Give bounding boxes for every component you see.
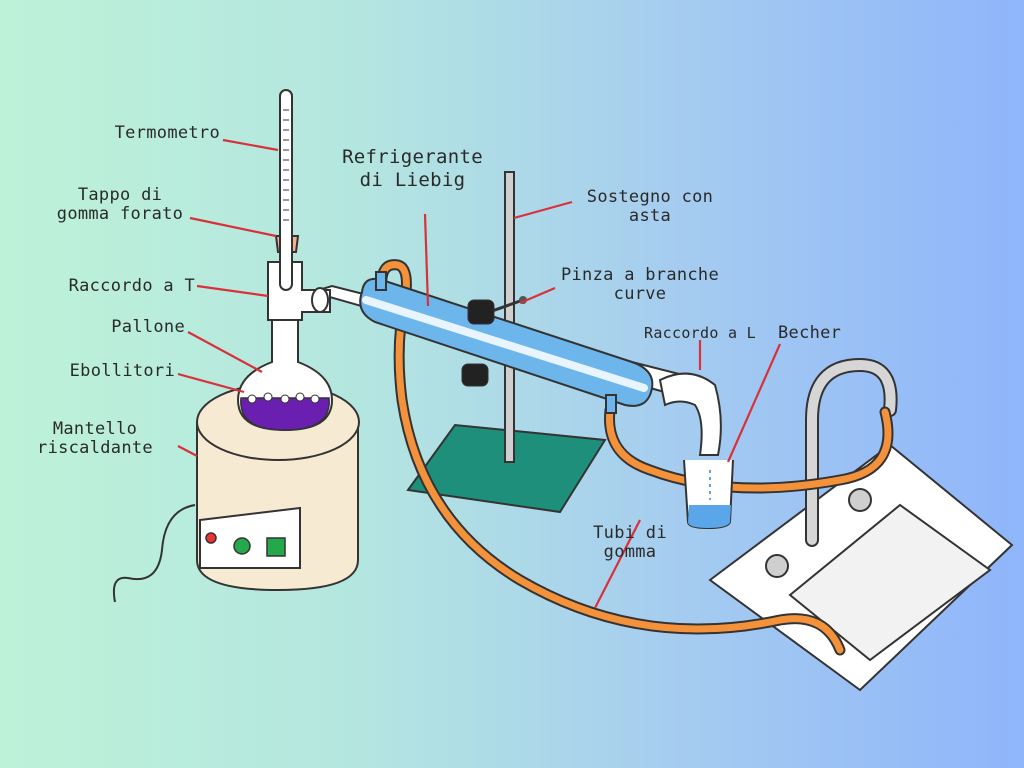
switch: [266, 537, 286, 557]
label-ebollitori: Ebollitori: [69, 361, 175, 381]
label-pallone: Pallone: [111, 317, 185, 337]
label-tappo: Tappo di gomma forato: [56, 185, 184, 224]
thermometer: [279, 89, 293, 291]
label-pinza: Pinza a branche curve: [560, 265, 720, 304]
green-knob: [233, 537, 251, 555]
liquid: [240, 397, 330, 431]
beaker: [683, 459, 734, 530]
stand-rod: [504, 171, 515, 463]
clamp: [461, 296, 527, 387]
label-raccordo-l: Raccordo a L: [644, 324, 756, 342]
boiling-chips: [247, 392, 320, 404]
flask: [236, 235, 334, 432]
label-tubi: Tubi di gomma: [593, 523, 667, 562]
l-joint: [658, 372, 722, 456]
label-refrigerante: Refrigerante di Liebig: [342, 146, 483, 191]
sink-knob-right: [848, 488, 872, 512]
sink: [708, 443, 1014, 692]
label-mantello: Mantello riscaldante: [37, 419, 153, 458]
power-cord: [112, 504, 196, 603]
liebig-condenser: [308, 271, 698, 414]
sink-knob-left: [765, 554, 789, 578]
label-becher: Becher: [778, 323, 842, 343]
leader-lines: [177, 138, 782, 609]
label-sostegno: Sostegno con asta: [586, 187, 714, 226]
label-raccordo-t: Raccordo a T: [68, 276, 195, 296]
stand-base: [406, 423, 607, 514]
label-termometro: Termometro: [114, 123, 220, 143]
rubber-tubes: [376, 259, 894, 656]
power-led: [205, 532, 217, 544]
